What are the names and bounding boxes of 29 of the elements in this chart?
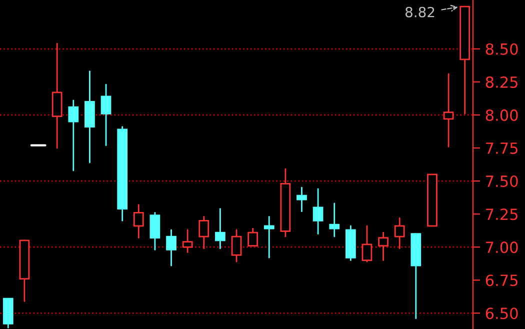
- candlestick: [280, 168, 291, 238]
- candlestick: [133, 204, 144, 239]
- y-tick-label: 7.25: [486, 208, 518, 220]
- candlestick: [312, 188, 324, 235]
- y-tick-label: 7.00: [486, 242, 518, 254]
- candlestick: [394, 217, 405, 250]
- y-tick-label: 8.25: [486, 76, 518, 88]
- candlestick: [264, 216, 274, 258]
- y-tick-label: 7.75: [486, 142, 518, 154]
- candlestick: [329, 202, 340, 238]
- y-tick-label: 7.50: [486, 175, 518, 188]
- candlestick: [198, 216, 210, 250]
- y-tick-label: 6.75: [486, 274, 518, 286]
- candlestick: [100, 84, 112, 146]
- y-tick-label: 8.50: [486, 43, 518, 55]
- candlestick: [215, 208, 226, 250]
- candlestick: [68, 100, 79, 172]
- candlestick: [117, 126, 128, 222]
- candlestick: [52, 42, 62, 149]
- annotation: 8.82: [406, 6, 434, 18]
- candlestick: [345, 225, 356, 261]
- y-tick-label: 6.50: [486, 308, 518, 320]
- candlestick: [443, 73, 454, 148]
- candlestick: [166, 229, 176, 266]
- candlestick: [84, 70, 95, 164]
- candlestick: [296, 186, 307, 212]
- candlestick: [378, 232, 388, 261]
- y-tick-label: 8.00: [486, 109, 518, 121]
- candlestick: [182, 229, 193, 254]
